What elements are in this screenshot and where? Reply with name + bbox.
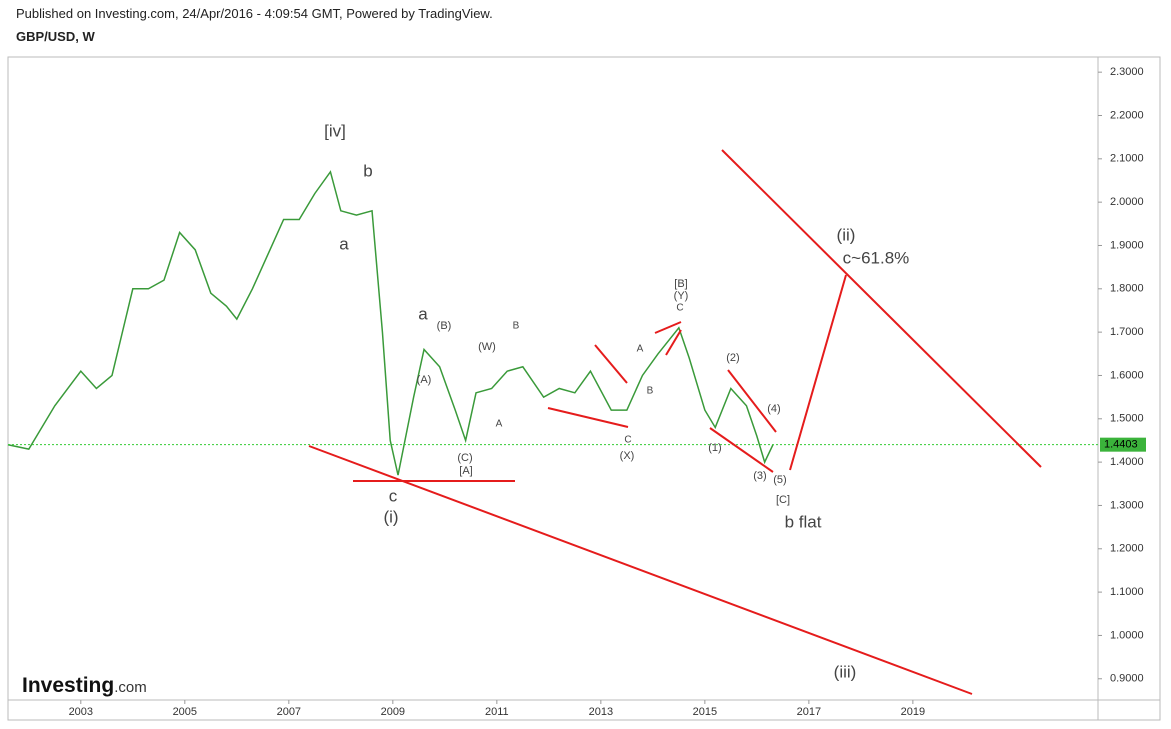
wave-label: [B] (674, 278, 687, 290)
wave-label: a (339, 234, 349, 253)
y-tick-label: 0.9000 (1110, 673, 1144, 685)
y-tick-label: 2.1000 (1110, 153, 1144, 165)
wave-label: [iv] (324, 121, 346, 140)
y-tick-label: 1.4000 (1110, 456, 1144, 468)
wave-label: [C] (776, 494, 790, 506)
wave-label: (X) (620, 450, 635, 462)
logo-suffix: .com (114, 679, 147, 696)
wave-label: B (647, 386, 654, 397)
published-note: Published on Investing.com, 24/Apr/2016 … (16, 6, 493, 21)
wave-label: (iii) (834, 662, 857, 681)
x-tick-label: 2011 (485, 706, 509, 718)
trendline (594, 344, 628, 384)
wave-label: (W) (478, 341, 496, 353)
wave-label: (A) (417, 374, 432, 386)
y-tick-label: 2.3000 (1110, 66, 1144, 78)
y-tick-label: 1.1000 (1110, 586, 1144, 598)
trendline (654, 321, 682, 334)
x-tick-label: 2019 (901, 706, 925, 718)
y-tick-label: 1.3000 (1110, 499, 1144, 511)
wave-label: B (513, 321, 520, 332)
trendline (709, 427, 774, 473)
x-tick-label: 2017 (797, 706, 821, 718)
y-tick-label: 1.2000 (1110, 543, 1144, 555)
x-tick-label: 2015 (693, 706, 717, 718)
x-tick-label: 2003 (69, 706, 93, 718)
chart-frame (7, 56, 1161, 721)
wave-label: (3) (753, 470, 766, 482)
wave-label: A (496, 419, 503, 430)
x-tick-label: 2007 (277, 706, 301, 718)
trendline (665, 329, 682, 356)
wave-label: (4) (767, 403, 780, 415)
last-price-box (1100, 437, 1146, 452)
wave-label: c (389, 486, 398, 505)
y-tick-label: 1.9000 (1110, 239, 1144, 251)
trendlines (308, 149, 1042, 695)
wave-label: (ii) (837, 225, 856, 244)
trendline (789, 274, 847, 471)
symbol: GBP/USD, W (16, 29, 95, 44)
y-tick-label: 2.2000 (1110, 109, 1144, 121)
wave-label: b flat (785, 512, 822, 531)
logo-main: Investing (22, 674, 114, 697)
wave-label: [A] (459, 465, 472, 477)
wave-label: A (637, 344, 644, 355)
wave-label: c~61.8% (843, 248, 910, 267)
price-line (7, 170, 774, 476)
last-price-label: 1.4403 (1104, 439, 1138, 451)
wave-label: (B) (437, 320, 452, 332)
logo: Investing.com (22, 674, 147, 697)
y-tick-label: 1.7000 (1110, 326, 1144, 338)
wave-label: (i) (383, 507, 398, 526)
wave-label: C (624, 435, 631, 446)
x-tick-label: 2005 (173, 706, 197, 718)
plot: 0.9000 1.0000 1.1000 1.2000 1.3000 1.4000 1.50… (7, 66, 1146, 718)
y-tick-label: 1.0000 (1110, 629, 1144, 641)
y-tick-label: 1.6000 (1110, 369, 1144, 381)
trendline (727, 369, 777, 433)
wave-label: b (363, 161, 372, 180)
y-tick-label: 1.8000 (1110, 283, 1144, 295)
wave-label: (2) (726, 352, 739, 364)
wave-label: (5) (773, 474, 786, 486)
wave-label: a (418, 304, 428, 323)
x-tick-label: 2009 (381, 706, 405, 718)
y-tick-label: 2.0000 (1110, 196, 1144, 208)
wave-label: (Y) (674, 290, 689, 302)
x-tick-label: 2013 (589, 706, 613, 718)
wave-label: C (676, 303, 683, 314)
wave-label: (C) (457, 452, 472, 464)
wave-label: (1) (708, 442, 721, 454)
y-tick-label: 1.5000 (1110, 413, 1144, 425)
trendline (721, 149, 1042, 468)
trendline (308, 445, 973, 695)
trendline (547, 407, 629, 428)
